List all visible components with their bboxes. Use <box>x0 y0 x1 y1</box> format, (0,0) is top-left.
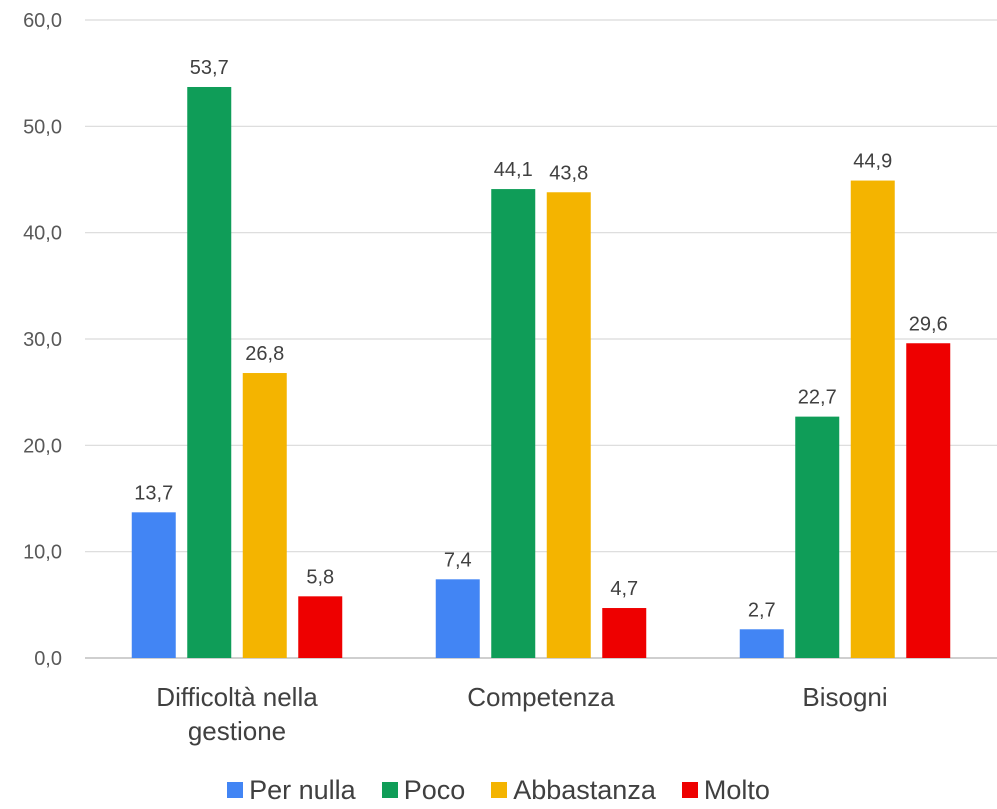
legend-label: Molto <box>703 774 770 805</box>
data-label: 53,7 <box>190 57 229 79</box>
bar-abbastanza <box>850 180 895 658</box>
data-label: 29,6 <box>909 313 948 335</box>
bar-molto <box>602 608 647 658</box>
legend-item: Abbastanza <box>491 775 656 806</box>
legend-swatch <box>491 782 508 798</box>
data-label: 13,7 <box>134 482 173 504</box>
bar-poco <box>187 86 232 659</box>
legend-swatch <box>227 782 244 798</box>
data-label: 43,8 <box>549 162 588 184</box>
y-tick-label: 40,0 <box>23 223 62 245</box>
bar-per-nulla <box>131 512 176 658</box>
bar-per-nulla <box>435 579 480 658</box>
y-tick-label: 10,0 <box>23 542 62 564</box>
bar-molto <box>298 596 343 658</box>
legend-swatch <box>681 782 698 798</box>
y-tick-label: 30,0 <box>23 329 62 351</box>
data-label: 22,7 <box>798 387 837 409</box>
y-tick-label: 60,0 <box>23 10 62 32</box>
data-label: 7,4 <box>444 549 472 571</box>
category-label: Difficoltà nella <box>156 682 318 712</box>
category-label: gestione <box>188 716 286 746</box>
legend-swatch <box>381 782 398 798</box>
legend-item: Poco <box>381 774 466 806</box>
data-label: 44,1 <box>494 159 533 181</box>
legend-label: Per nulla <box>249 774 356 805</box>
data-label: 44,9 <box>853 151 892 173</box>
data-label: 5,8 <box>306 566 334 588</box>
legend-item: Molto <box>681 774 770 806</box>
legend-item: Per nulla <box>227 775 356 806</box>
bar-poco <box>491 189 536 658</box>
category-label: Competenza <box>467 682 615 712</box>
legend-label: Abbastanza <box>513 774 656 805</box>
bar-molto <box>906 343 951 658</box>
y-tick-label: 0,0 <box>34 648 62 670</box>
bar-abbastanza <box>546 192 591 658</box>
bar-poco <box>795 416 840 658</box>
bar-per-nulla <box>739 629 784 658</box>
bar-chart: 0,0 10,0 20,0 30,0 40,0 50,0 60,0 13,7 53,7 26,8 5… <box>23 10 997 746</box>
bar-abbastanza <box>242 373 287 658</box>
data-label: 4,7 <box>610 578 638 600</box>
legend-label: Poco <box>403 774 466 805</box>
legend: Per nulla Poco Abbastanza Molto <box>0 772 997 808</box>
y-tick-label: 20,0 <box>23 435 62 457</box>
data-label: 26,8 <box>245 343 284 365</box>
category-label: Bisogni <box>802 682 887 712</box>
data-label: 2,7 <box>748 599 776 621</box>
y-tick-label: 50,0 <box>23 116 62 138</box>
